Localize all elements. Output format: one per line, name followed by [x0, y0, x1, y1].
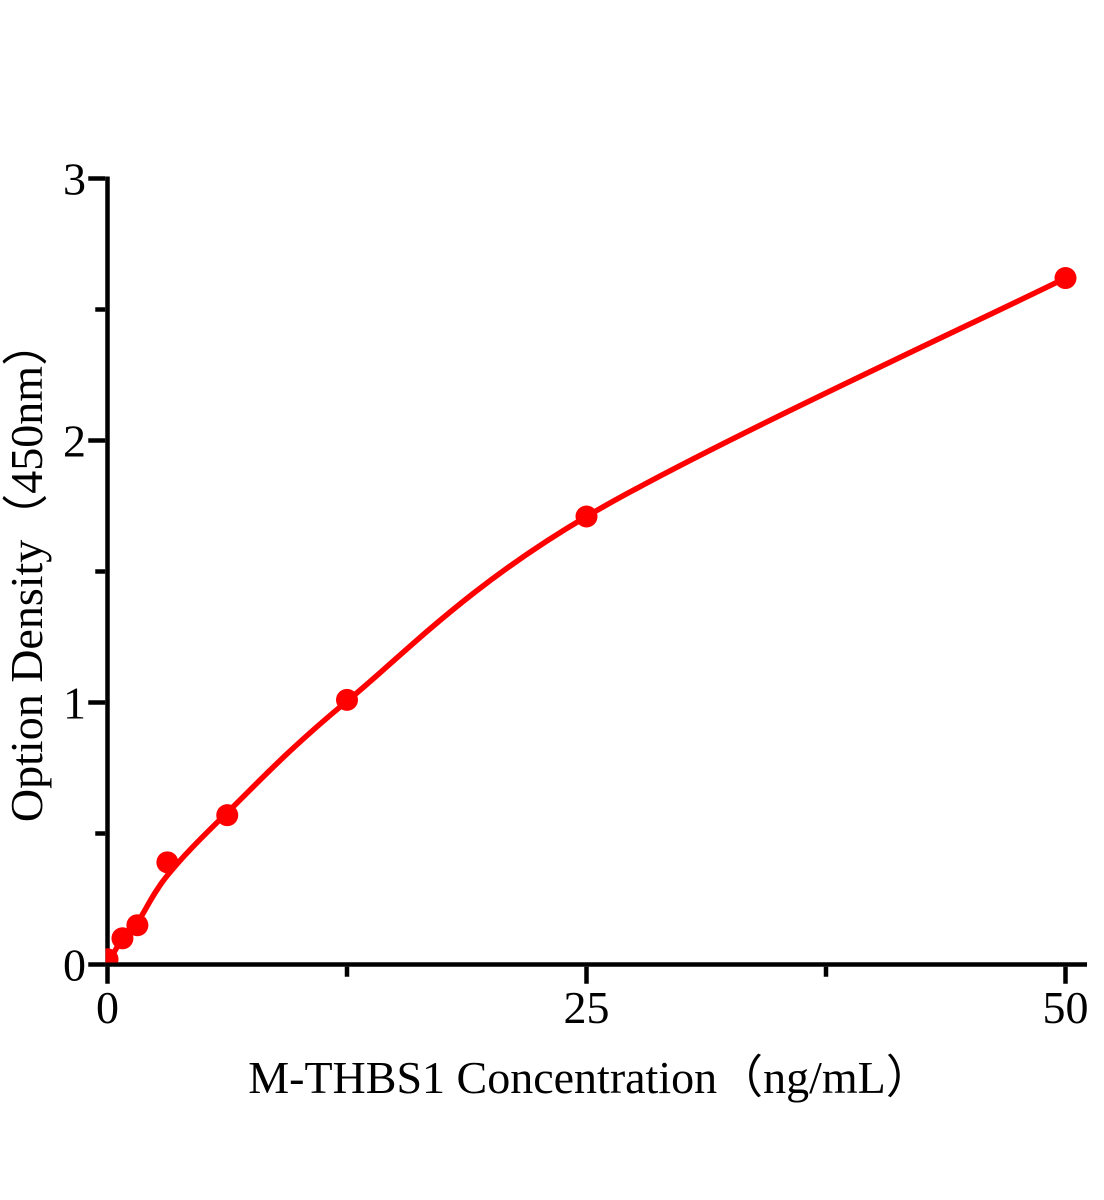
y-tick-label: 2 [63, 416, 86, 467]
y-tick-label: 3 [63, 154, 86, 205]
data-point-marker [105, 948, 119, 963]
data-point-marker [156, 851, 179, 874]
data-point-marker [1054, 267, 1077, 290]
y-tick-label: 1 [63, 678, 86, 729]
data-point-marker [336, 688, 358, 711]
x-tick-label: 25 [564, 982, 610, 1033]
data-point-marker [111, 927, 134, 950]
y-tick-label: 0 [63, 940, 86, 991]
x-tick-label: 50 [1043, 982, 1089, 1033]
x-axis-title: M-THBS1 Concentration（ng/mL） [248, 1052, 932, 1103]
data-point-marker [126, 914, 149, 937]
data-point-marker [216, 804, 239, 827]
x-tick-label: 0 [96, 982, 119, 1033]
data-point-marker [575, 505, 598, 528]
y-axis-title: Option Density（450nm） [1, 319, 52, 823]
fit-curve-line [105, 275, 1067, 963]
